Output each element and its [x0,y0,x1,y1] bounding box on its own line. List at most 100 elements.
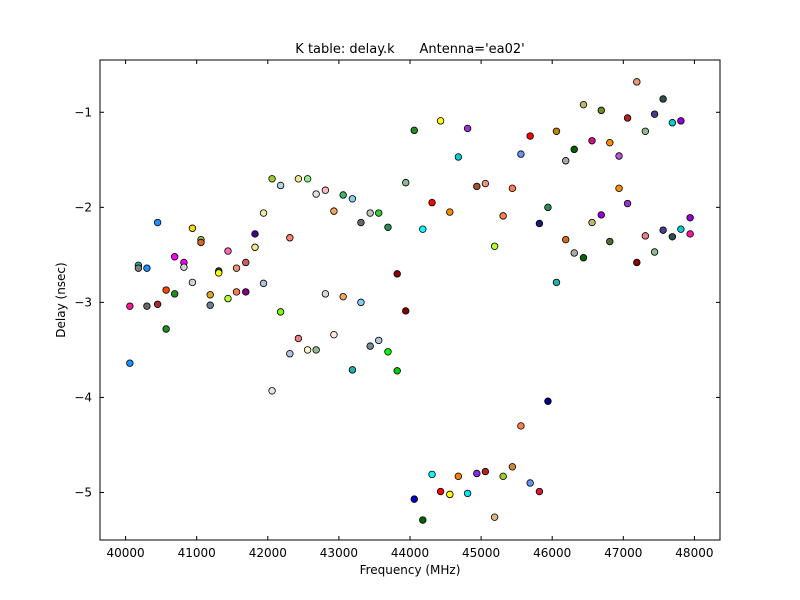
data-point [552,127,561,135]
x-tick-label: 45000 [462,546,500,560]
data-point [446,208,454,216]
data-point [597,211,605,219]
data-point [659,226,667,234]
data-point [339,191,347,199]
data-point [286,350,294,358]
data-point [197,238,205,247]
data-point [436,487,445,496]
data-point [143,264,151,272]
data-point [668,233,677,241]
data-point [375,336,383,345]
data-point [384,348,392,356]
data-point [251,230,259,238]
data-point [633,78,641,86]
data-point [242,288,250,296]
data-point [623,114,632,122]
data-point [251,243,259,251]
data-point [508,184,517,193]
data-point [499,472,507,481]
data-point [134,264,143,272]
data-point [677,117,685,125]
data-point [562,235,570,244]
data-point [143,302,151,310]
data-point [490,513,499,521]
data-point [686,230,694,238]
data-point [650,248,659,256]
data-point [170,290,179,298]
data-point [419,225,427,233]
data-point [215,269,223,277]
data-point [641,232,650,240]
x-tick-label: 43000 [320,546,358,560]
data-point [463,489,472,498]
data-point [428,198,436,207]
data-point [659,95,667,103]
data-point [517,150,525,158]
data-point [170,253,179,261]
data-point [544,397,552,405]
data-point [597,106,605,115]
x-tick-label: 48000 [675,546,713,560]
data-point [232,264,241,272]
data-point [535,219,544,228]
data-point [562,157,570,165]
data-point [357,298,365,307]
y-axis-title: Delay (nsec) [54,262,68,337]
data-point [454,153,463,161]
data-point [224,294,232,303]
data-point [481,467,490,476]
x-tick-label: 41000 [178,546,216,560]
data-point [588,137,596,145]
data-point [268,175,276,183]
y-tick-label: −1 [74,105,92,119]
data-point [348,195,357,203]
data-point [402,307,410,315]
data-point [623,199,632,208]
y-tick-label: −4 [74,390,92,404]
data-point [677,225,685,233]
data-point [588,218,596,227]
data-point [481,179,490,188]
data-point [162,286,170,294]
data-point [384,223,392,231]
data-point [321,290,330,298]
data-point [180,263,188,271]
data-point [454,472,463,481]
data-point [268,387,276,395]
data-point [508,463,517,471]
data-point [188,278,197,287]
x-tick-label: 46000 [533,546,571,560]
data-point [436,117,445,125]
data-point [206,291,214,299]
data-point [242,258,250,267]
data-point [330,330,338,339]
data-point [348,366,357,374]
data-points [126,78,694,524]
data-point [526,132,534,140]
data-point [641,127,650,135]
data-point [606,237,614,246]
data-point [188,224,197,232]
data-point [410,126,418,135]
data-point [312,190,320,198]
data-point [321,186,330,194]
data-point [579,254,588,262]
data-point [259,279,268,288]
data-point [668,119,677,127]
x-tick-label: 47000 [604,546,642,560]
data-point [419,516,427,524]
data-point [650,110,659,118]
data-point [410,495,418,503]
data-point [393,270,401,278]
data-point [570,145,578,154]
x-axis: 40000 41000 42000 43000 44000 45000 46000 47000… [107,60,713,560]
data-point [463,124,472,133]
data-point [570,249,578,257]
data-point [232,288,241,296]
data-point [286,234,294,242]
y-tick-label: −3 [74,295,92,309]
data-point [312,346,320,354]
data-point [633,258,641,267]
x-axis-title: Frequency (MHz) [360,563,461,577]
